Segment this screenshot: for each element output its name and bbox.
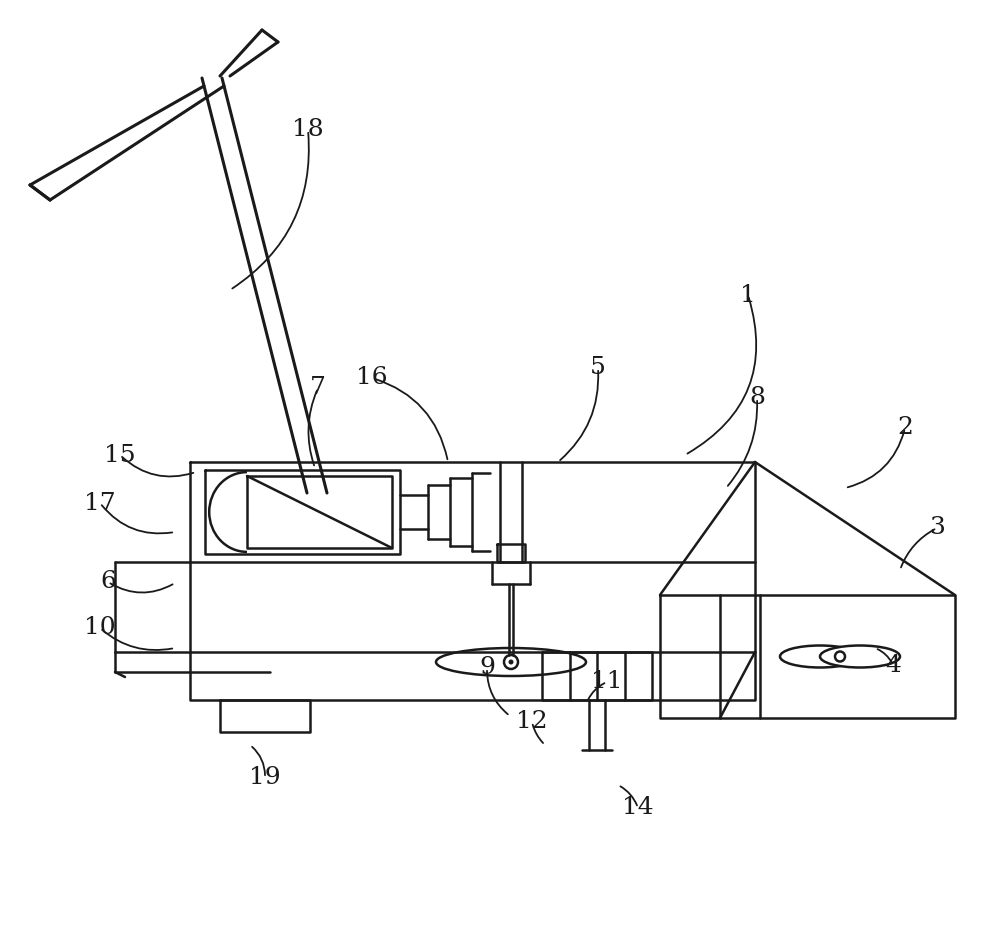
Text: 5: 5	[590, 356, 606, 379]
Text: 8: 8	[749, 387, 765, 409]
Circle shape	[504, 655, 518, 669]
Text: 11: 11	[591, 671, 623, 694]
Text: 9: 9	[479, 656, 495, 679]
Text: 1: 1	[740, 283, 756, 307]
Text: 14: 14	[622, 796, 654, 820]
Circle shape	[509, 659, 514, 664]
Ellipse shape	[780, 645, 860, 668]
Text: 17: 17	[84, 491, 116, 515]
Ellipse shape	[436, 648, 586, 676]
Text: 10: 10	[84, 617, 116, 639]
Text: 6: 6	[100, 571, 116, 594]
Text: 3: 3	[929, 517, 945, 540]
Text: 2: 2	[897, 416, 913, 440]
Ellipse shape	[820, 645, 900, 668]
Text: 15: 15	[104, 444, 136, 466]
Text: 16: 16	[356, 367, 388, 389]
Text: 19: 19	[249, 767, 281, 789]
Text: 7: 7	[310, 376, 326, 400]
Circle shape	[835, 652, 845, 661]
Text: 12: 12	[516, 711, 548, 733]
Text: 18: 18	[292, 119, 324, 142]
Text: 4: 4	[885, 654, 901, 676]
